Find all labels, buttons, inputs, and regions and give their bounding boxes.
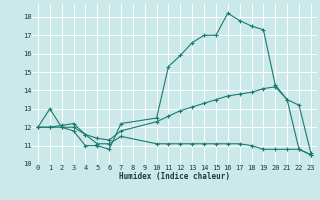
X-axis label: Humidex (Indice chaleur): Humidex (Indice chaleur) bbox=[119, 172, 230, 181]
